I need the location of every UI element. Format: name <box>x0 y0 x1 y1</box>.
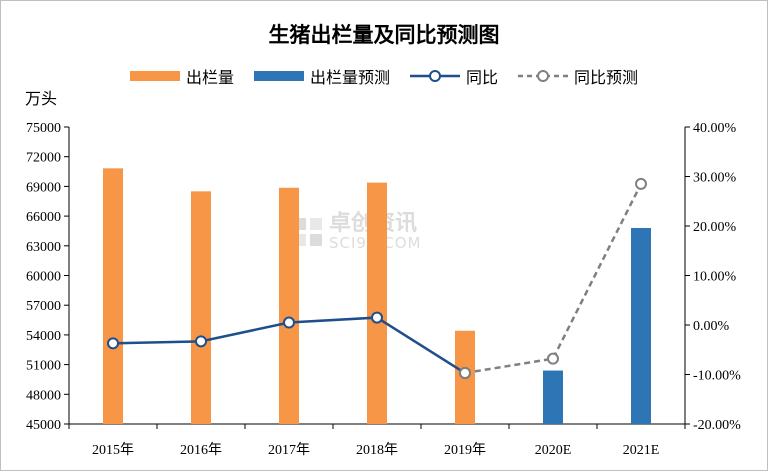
bar-output-forecast <box>631 227 651 424</box>
x-tick-label: 2016年 <box>180 442 222 458</box>
right-tick-label: 40.00% <box>693 121 737 136</box>
right-tick-label: -20.00% <box>693 418 741 433</box>
left-tick-label: 75000 <box>26 121 61 136</box>
legend-item-yoy: 同比 <box>410 64 498 88</box>
left-tick-label: 48000 <box>26 388 61 403</box>
legend-swatch-output-forecast <box>253 71 304 81</box>
legend-item-output: 出栏量 <box>129 64 234 88</box>
bar-output <box>279 187 299 424</box>
bar-output <box>191 191 211 424</box>
chart-title: 生猪出栏量及同比预测图 <box>268 23 500 47</box>
point-yoy-forecast <box>547 352 559 365</box>
left-tick-label: 63000 <box>26 240 61 255</box>
right-tick-label: 30.00% <box>693 171 737 186</box>
left-axis-unit: 万头 <box>25 89 58 108</box>
bar-output-forecast <box>543 370 563 424</box>
right-tick-label: 20.00% <box>693 220 737 235</box>
left-tick-label: 57000 <box>26 299 61 314</box>
point-yoy-forecast <box>459 367 471 380</box>
legend-label-output-forecast: 出栏量预测 <box>309 68 390 87</box>
legend-label-yoy-forecast: 同比预测 <box>574 68 639 87</box>
x-tick-label: 2018年 <box>356 442 398 458</box>
left-tick-label: 45000 <box>26 418 61 433</box>
x-tick-label: 2019年 <box>444 442 486 458</box>
legend-line-yoy-forecast <box>518 70 569 82</box>
line-yoy-forecast <box>464 183 643 375</box>
point-yoy-forecast <box>635 177 647 190</box>
bar-output <box>103 168 123 424</box>
left-tick-label: 72000 <box>26 151 61 166</box>
point-yoy <box>283 316 295 329</box>
legend-item-output-forecast: 出栏量预测 <box>253 64 390 88</box>
right-tick-label: -10.00% <box>693 369 741 384</box>
left-tick-label: 69000 <box>26 180 61 195</box>
legend-label-yoy: 同比 <box>466 68 499 87</box>
x-tick-label: 2021E <box>623 443 660 458</box>
legend-label-output: 出栏量 <box>185 68 234 87</box>
left-tick-label: 54000 <box>26 329 61 344</box>
legend-swatch-output <box>129 71 180 81</box>
bar-output <box>367 182 387 424</box>
legend-line-yoy <box>410 70 460 82</box>
right-tick-label: 10.00% <box>693 270 737 285</box>
point-yoy <box>371 311 383 324</box>
point-yoy <box>195 335 207 348</box>
right-tick-label: 0.00% <box>693 319 730 334</box>
x-tick-label: 2017年 <box>268 442 310 458</box>
left-tick-label: 66000 <box>26 210 61 225</box>
point-yoy <box>107 337 119 350</box>
left-tick-label: 51000 <box>26 359 61 374</box>
x-tick-label: 2015年 <box>92 442 134 458</box>
chart-legend: 出栏量 出栏量预测 同比 同比预测 <box>1 64 767 88</box>
legend-item-yoy-forecast: 同比预测 <box>518 64 638 88</box>
x-tick-label: 2020E <box>535 443 572 458</box>
left-tick-label: 60000 <box>26 270 61 285</box>
